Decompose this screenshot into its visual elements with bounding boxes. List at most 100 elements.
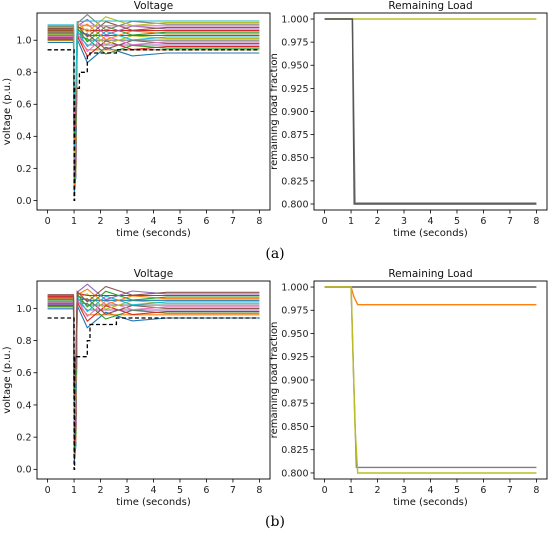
plot-area <box>47 13 260 202</box>
x-tick-label: 6 <box>480 485 486 496</box>
y-tick-label: 0.8 <box>16 336 31 347</box>
y-tick-label: 0.950 <box>281 329 308 340</box>
voltage-line <box>47 301 260 444</box>
x-tick-label: 7 <box>507 216 513 227</box>
x-tick-label: 8 <box>533 485 539 496</box>
caption-b: (b) <box>265 514 285 530</box>
y-tick-label: 0.0 <box>16 196 31 207</box>
chart-title: Voltage <box>134 268 173 280</box>
chart-title: Remaining Load <box>388 268 472 280</box>
x-axis-label: time (seconds) <box>393 228 468 239</box>
y-tick-label: 0.900 <box>281 375 308 386</box>
x-tick-label: 6 <box>203 216 209 227</box>
panel-b-voltage: 0 1 2 3 4 5 6 7 8 0.0 0.2 0.4 0.6 0.8 1.0 Voltage time (… <box>2 268 271 508</box>
x-tick-label: 3 <box>401 485 407 496</box>
y-tick-label: 0.975 <box>281 38 308 49</box>
load-line <box>324 286 537 306</box>
x-tick-label: 0 <box>45 485 51 496</box>
x-tick-label: 4 <box>150 485 156 496</box>
y-tick-label: 0.900 <box>281 107 308 118</box>
load-line <box>324 18 537 205</box>
x-tick-label: 8 <box>256 216 262 227</box>
axes-frame <box>313 280 548 480</box>
y-tick-label: 0.800 <box>281 468 308 479</box>
caption-a: (a) <box>265 246 284 262</box>
y-axis-label: voltage (p.u.) <box>2 78 13 145</box>
y-tick-label: 0.825 <box>281 176 308 187</box>
x-tick-label: 0 <box>322 216 328 227</box>
voltage-line <box>47 297 260 420</box>
x-tick-label: 5 <box>177 216 183 227</box>
y-tick-label: 0.925 <box>281 84 308 95</box>
voltage-line <box>47 302 260 450</box>
voltage-line <box>47 35 260 179</box>
y-tick-label: 0.800 <box>281 199 308 210</box>
voltage-line <box>47 302 260 456</box>
y-tick-label: 0.850 <box>281 422 308 433</box>
y-axis-label: voltage (p.u.) <box>2 346 13 413</box>
x-tick-label: 6 <box>203 485 209 496</box>
y-tick-label: 0.950 <box>281 61 308 72</box>
x-tick-label: 0 <box>322 485 328 496</box>
y-axis-label: remaining load fraction <box>269 53 280 170</box>
voltage-line <box>47 35 260 188</box>
x-axis-label: time (seconds) <box>116 497 191 508</box>
y-tick-label: 0.825 <box>281 445 308 456</box>
y-tick-label: 0.850 <box>281 153 308 164</box>
x-tick-label: 7 <box>230 216 236 227</box>
y-tick-label: 0.0 <box>16 465 31 476</box>
x-tick-label: 7 <box>230 485 236 496</box>
x-tick-label: 1 <box>71 216 77 227</box>
x-tick-label: 0 <box>45 216 51 227</box>
panel-a-voltage: 0 1 2 3 4 5 6 7 8 0.0 0.2 0.4 0.6 0.8 1.0 Voltage time (… <box>2 0 271 239</box>
x-tick-label: 8 <box>256 485 262 496</box>
x-tick-label: 4 <box>150 216 156 227</box>
dashed-threshold-line <box>47 317 260 470</box>
load-line <box>324 18 537 204</box>
x-tick-label: 5 <box>177 485 183 496</box>
y-tick-label: 0.4 <box>16 132 31 143</box>
load-line <box>324 286 537 474</box>
chart-title: Remaining Load <box>388 0 472 12</box>
x-tick-label: 1 <box>71 485 77 496</box>
y-tick-label: 1.0 <box>16 304 31 315</box>
x-tick-label: 8 <box>533 216 539 227</box>
x-tick-label: 3 <box>124 216 130 227</box>
x-axis-label: time (seconds) <box>393 497 468 508</box>
y-tick-label: 0.8 <box>16 68 31 79</box>
voltage-line <box>47 35 260 183</box>
y-tick-label: 1.000 <box>281 282 308 293</box>
x-tick-label: 4 <box>427 216 433 227</box>
y-tick-label: 0.925 <box>281 352 308 363</box>
panel-a-remaining-load: 0 1 2 3 4 5 6 7 8 0.800 0.825 0.850 0.875 0.900 0.925 0… <box>269 0 548 239</box>
y-tick-label: 0.875 <box>281 130 308 141</box>
y-tick-label: 1.000 <box>281 14 308 25</box>
y-tick-label: 0.975 <box>281 306 308 317</box>
voltage-line <box>47 33 260 174</box>
axes-frame <box>313 12 548 211</box>
y-tick-label: 0.2 <box>16 164 31 175</box>
y-tick-label: 0.4 <box>16 400 31 411</box>
x-tick-label: 2 <box>98 216 104 227</box>
x-tick-label: 5 <box>454 485 460 496</box>
plot-area <box>47 283 260 470</box>
voltage-line <box>47 305 260 462</box>
voltage-line <box>47 31 260 159</box>
y-tick-label: 0.6 <box>16 368 31 379</box>
panel-b-remaining-load: 0 1 2 3 4 5 6 7 8 0.800 0.825 0.850 0.875 0.900 0.925 0… <box>269 268 548 508</box>
y-tick-label: 0.6 <box>16 100 31 111</box>
plot-area <box>324 286 537 474</box>
plot-area <box>324 18 537 205</box>
x-tick-label: 5 <box>454 216 460 227</box>
x-tick-label: 3 <box>124 485 130 496</box>
x-tick-label: 7 <box>507 485 513 496</box>
x-tick-label: 2 <box>98 485 104 496</box>
voltage-line <box>47 300 260 438</box>
y-tick-label: 0.2 <box>16 433 31 444</box>
x-tick-label: 1 <box>348 485 354 496</box>
x-tick-label: 4 <box>427 485 433 496</box>
x-tick-label: 6 <box>480 216 486 227</box>
chart-title: Voltage <box>134 0 173 12</box>
y-tick-label: 1.0 <box>16 36 31 47</box>
